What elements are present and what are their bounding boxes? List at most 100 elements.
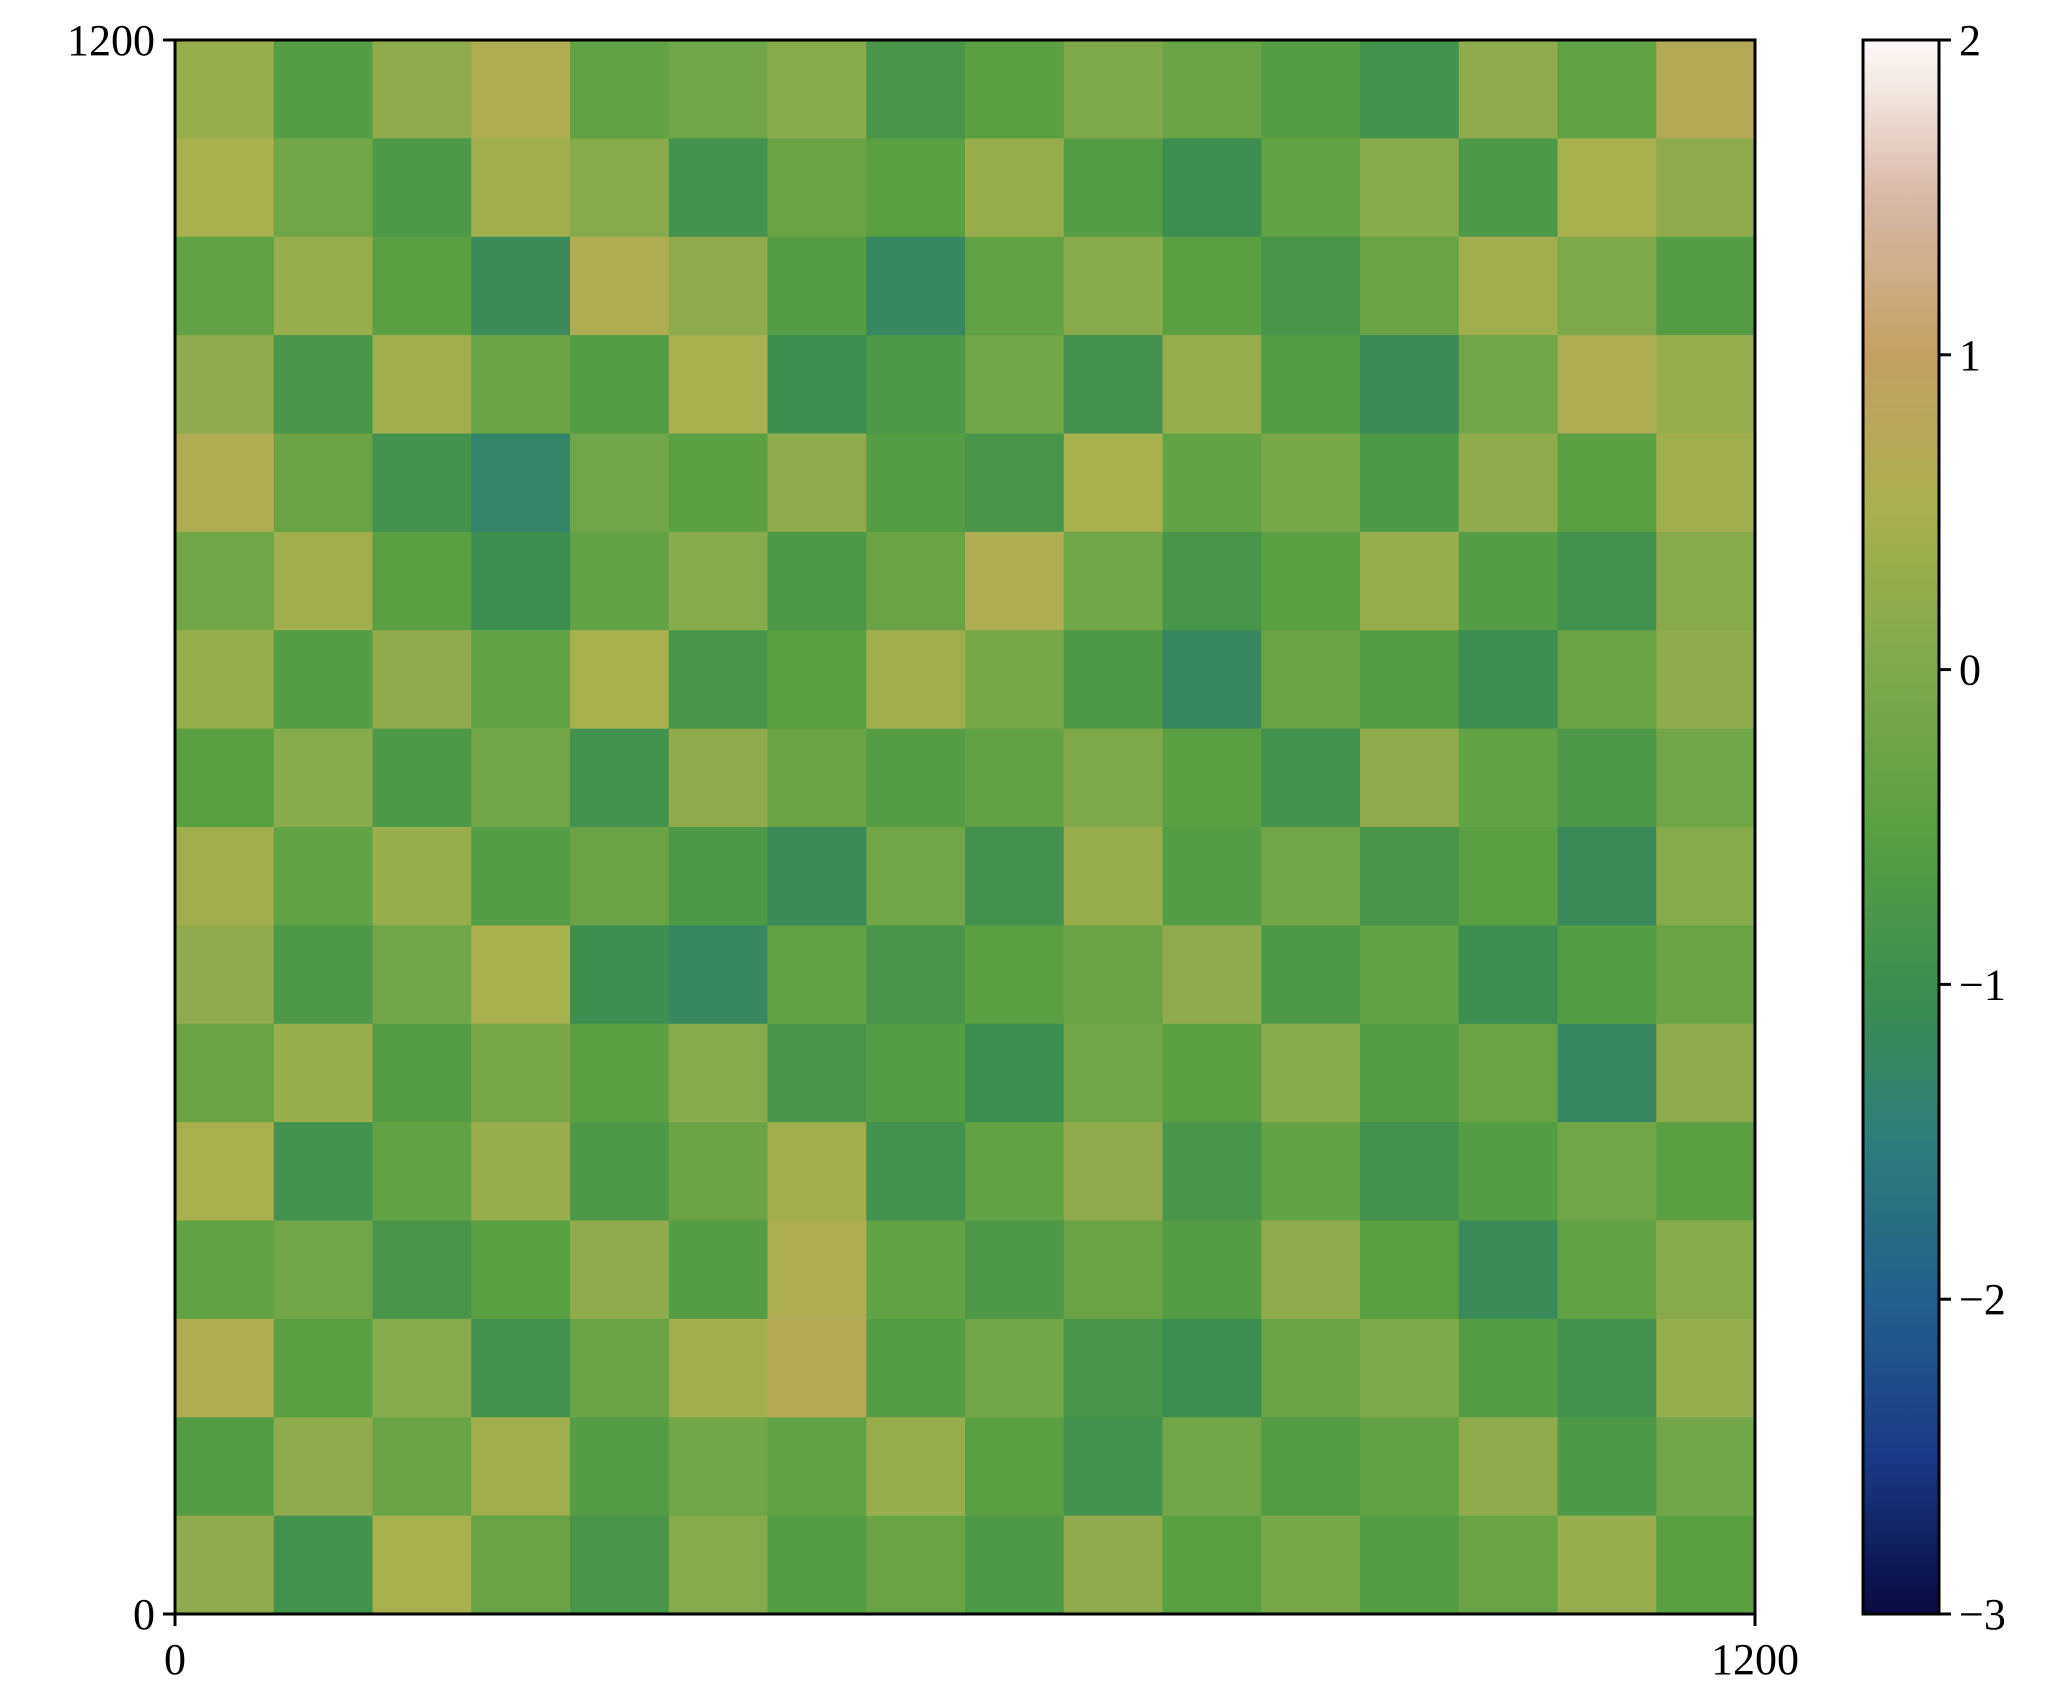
heatmap-cell [1064,1516,1163,1615]
heatmap-cell [471,335,570,434]
heatmap-cell [1656,434,1755,533]
heatmap-cell [669,1319,768,1418]
heatmap-cell [1360,630,1459,729]
heatmap-cell [768,1122,867,1221]
heatmap-cell [1360,434,1459,533]
heatmap-cell [471,1516,570,1615]
heatmap-cell [175,335,274,434]
heatmap-cell [1656,827,1755,926]
heatmap-cell [274,532,373,631]
heatmap-cell [866,1516,965,1615]
heatmap-cell [1656,1122,1755,1221]
heatmap-cell [1558,335,1657,434]
heatmap-cell [768,925,867,1024]
heatmap-cell [965,335,1064,434]
heatmap-cell [1558,827,1657,926]
heatmap-cell [669,237,768,336]
heatmap-cell [768,1024,867,1123]
heatmap-cell [471,237,570,336]
heatmap-cell [570,1024,669,1123]
heatmap-cell [768,532,867,631]
heatmap-cell [1064,630,1163,729]
heatmap-cell [471,729,570,828]
heatmap-cell [274,138,373,237]
heatmap-cell [866,827,965,926]
heatmap-cell [768,827,867,926]
heatmap-cell [1656,1417,1755,1516]
heatmap-cell [1261,40,1360,139]
heatmap-cell [570,1122,669,1221]
heatmap-cell [471,1122,570,1221]
heatmap-cell [274,827,373,926]
heatmap-cell [175,1221,274,1320]
heatmap-cell [175,1122,274,1221]
heatmap-cell [1064,40,1163,139]
heatmap-cell [1459,237,1558,336]
heatmap-cell [866,1417,965,1516]
heatmap-cell [1558,237,1657,336]
heatmap-cell [1261,729,1360,828]
heatmap-cell [1459,1516,1558,1615]
heatmap-cell [1656,138,1755,237]
heatmap-cell [1261,1516,1360,1615]
heatmap-cell [1163,434,1262,533]
heatmap-cell [965,827,1064,926]
heatmap-cell [175,237,274,336]
heatmap-cell [471,40,570,139]
heatmap-cell [1261,434,1360,533]
heatmap-cell [1558,1221,1657,1320]
heatmap-cell [866,237,965,336]
heatmap-cell [570,1319,669,1418]
heatmap-cell [570,1417,669,1516]
heatmap-cell [669,1221,768,1320]
heatmap-cell [175,729,274,828]
heatmap-cell [1163,827,1262,926]
heatmap-cell [1163,40,1262,139]
heatmap-cell [1064,925,1163,1024]
heatmap-cell [1261,138,1360,237]
heatmap-cell [1360,1221,1459,1320]
heatmap-cell [175,827,274,926]
heatmap-cell [768,335,867,434]
heatmap-cell [1360,40,1459,139]
heatmap-cell [570,827,669,926]
heatmap-cell [1459,827,1558,926]
heatmap-cell [373,40,472,139]
heatmap-cell [1163,630,1262,729]
heatmap-cell [274,40,373,139]
colorbar-tick-label: 2 [1959,16,1981,65]
heatmap-cell [1360,1024,1459,1123]
heatmap-cell [471,1024,570,1123]
heatmap-cell [1558,1417,1657,1516]
heatmap-cell [274,1122,373,1221]
heatmap-cell [669,1122,768,1221]
heatmap-cell [1459,1417,1558,1516]
heatmap-cell [1459,1319,1558,1418]
heatmap-cell [1261,237,1360,336]
heatmap-cell [1459,40,1558,139]
heatmap-cell [1459,729,1558,828]
heatmap-cell [1163,925,1262,1024]
heatmap-cell [373,138,472,237]
heatmap-cell [1360,1417,1459,1516]
heatmap-cell [1459,630,1558,729]
heatmap-cell [1163,1122,1262,1221]
heatmap-cell [175,40,274,139]
colorbar [1863,40,1939,1614]
x-tick-label: 1200 [1711,1635,1799,1684]
heatmap-cell [274,630,373,729]
heatmap-cell [1261,532,1360,631]
heatmap-cell [274,1024,373,1123]
heatmap-cell [768,630,867,729]
heatmap-cell [1360,1122,1459,1221]
heatmap-cell [768,434,867,533]
heatmap-cell [570,1221,669,1320]
heatmap-cell [768,40,867,139]
heatmap-cell [373,1319,472,1418]
heatmap-cell [1459,335,1558,434]
heatmap-cell [1558,1122,1657,1221]
heatmap-cell [866,1319,965,1418]
heatmap-cell [570,237,669,336]
heatmap-cell [768,138,867,237]
heatmap-cell [669,138,768,237]
